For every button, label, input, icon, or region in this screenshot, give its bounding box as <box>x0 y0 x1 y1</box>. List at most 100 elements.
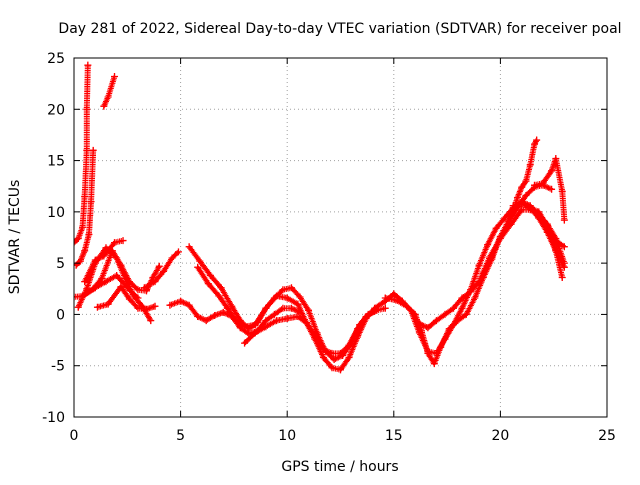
data-point <box>475 261 483 269</box>
data-point <box>273 317 281 325</box>
data-point <box>560 216 568 224</box>
data-point <box>526 161 534 169</box>
data-point <box>241 339 249 347</box>
data-point <box>104 300 112 308</box>
series-track-j <box>166 297 304 338</box>
data-point <box>319 345 327 353</box>
data-point <box>558 187 566 195</box>
data-point <box>83 146 91 154</box>
data-point <box>501 214 509 222</box>
data-point <box>89 146 97 154</box>
data-point <box>518 200 526 208</box>
x-tick-label: 5 <box>176 428 185 444</box>
data-point <box>411 310 419 318</box>
data-point <box>166 301 174 309</box>
data-point <box>445 325 453 333</box>
series-track-p <box>479 136 541 277</box>
y-tick-label: 25 <box>47 51 65 67</box>
data-point <box>560 243 568 251</box>
data-point <box>211 311 219 319</box>
data-point <box>224 304 232 312</box>
plot-area <box>74 61 568 374</box>
data-point <box>418 327 426 335</box>
data-point <box>100 252 108 260</box>
data-point <box>403 302 411 310</box>
data-point <box>558 274 566 282</box>
data-point <box>294 300 302 308</box>
data-point <box>111 72 119 80</box>
data-point <box>381 304 389 312</box>
data-point <box>113 254 121 262</box>
data-point <box>262 304 270 312</box>
data-point <box>174 248 182 256</box>
series-track-c <box>100 72 119 110</box>
data-point <box>531 140 539 148</box>
x-tick-label: 25 <box>598 428 616 444</box>
data-point <box>345 341 353 349</box>
data-point <box>140 284 148 292</box>
series-track-a <box>74 61 92 247</box>
series-track-i <box>140 248 182 292</box>
data-point <box>390 290 398 298</box>
series-track-m <box>241 307 379 357</box>
data-point <box>518 206 526 214</box>
data-point <box>548 167 556 175</box>
data-point <box>232 317 240 325</box>
y-axis-label: SDTVAR / TECUs <box>7 180 23 295</box>
data-point <box>279 304 287 312</box>
data-point <box>113 271 121 279</box>
data-point <box>119 237 127 245</box>
data-point <box>185 301 193 309</box>
data-point <box>328 364 336 372</box>
data-point <box>241 323 249 331</box>
data-point <box>283 294 291 302</box>
series-track-q <box>531 155 568 224</box>
data-point <box>345 354 353 362</box>
data-point <box>83 105 91 113</box>
data-point <box>484 241 492 249</box>
data-point <box>185 243 193 251</box>
data-point <box>206 271 214 279</box>
data-point <box>475 278 483 286</box>
data-point <box>204 280 212 288</box>
data-point <box>337 349 344 357</box>
series-track-g <box>81 271 142 302</box>
data-point <box>424 349 432 357</box>
data-point <box>330 356 338 364</box>
data-point <box>392 296 400 304</box>
y-tick-label: 20 <box>47 102 65 118</box>
data-point <box>319 354 327 362</box>
data-point <box>251 329 259 337</box>
data-point <box>437 343 445 351</box>
data-point <box>93 303 101 311</box>
x-tick-label: 10 <box>278 428 296 444</box>
data-point <box>518 183 526 191</box>
data-point <box>202 317 210 325</box>
data-point <box>283 315 291 323</box>
data-point <box>302 319 310 327</box>
data-point <box>142 305 150 313</box>
data-point <box>104 93 112 101</box>
data-point <box>548 185 556 193</box>
data-point <box>76 257 84 265</box>
data-point <box>509 208 517 216</box>
data-point <box>273 292 281 300</box>
data-point <box>441 310 449 318</box>
data-point <box>84 61 92 69</box>
data-point <box>194 312 202 320</box>
data-point <box>98 275 106 283</box>
data-point <box>74 239 78 247</box>
data-point <box>471 294 479 302</box>
data-point <box>479 269 487 277</box>
x-tick-label: 0 <box>70 428 79 444</box>
data-point <box>496 232 504 240</box>
data-point <box>134 286 142 294</box>
data-point <box>539 179 547 187</box>
data-point <box>262 317 270 325</box>
data-point <box>100 102 108 110</box>
data-point <box>287 284 295 292</box>
data-point <box>74 235 82 243</box>
data-point <box>296 293 304 301</box>
